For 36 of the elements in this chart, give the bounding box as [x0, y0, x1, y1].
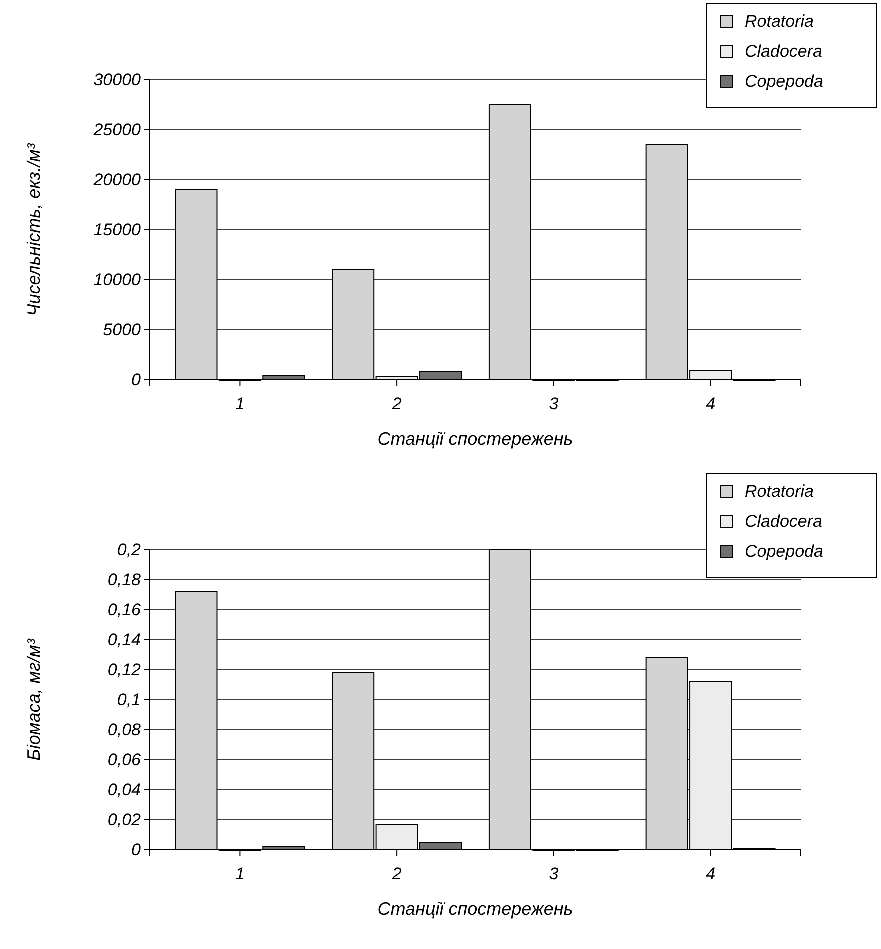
y-tick-label: 0: [132, 840, 142, 860]
legend-label: Rotatoria: [745, 482, 814, 501]
y-tick-label: 20000: [92, 170, 142, 190]
x-tick-label: 2: [391, 864, 402, 884]
y-tick-label: 0,02: [108, 810, 142, 830]
y-tick-label: 0,16: [108, 600, 142, 620]
x-axis-title: Станції спостережень: [378, 899, 574, 919]
legend-label: Copepoda: [745, 72, 824, 91]
legend-label: Rotatoria: [745, 12, 814, 31]
y-tick-label: 0: [132, 370, 142, 390]
y-tick-label: 0,04: [108, 780, 141, 800]
x-tick-label: 4: [706, 864, 716, 884]
y-tick-label: 0,12: [108, 660, 142, 680]
legend-label: Cladocera: [745, 512, 822, 531]
legend-label: Copepoda: [745, 542, 824, 561]
y-tick-label: 15000: [94, 220, 142, 240]
legend-label: Cladocera: [745, 42, 822, 61]
y-tick-label: 0,08: [108, 720, 142, 740]
x-tick-label: 4: [706, 394, 716, 414]
y-tick-label: 5000: [103, 320, 142, 340]
y-tick-label: 0,2: [117, 540, 142, 560]
x-tick-label: 3: [549, 394, 560, 414]
y-axis-title: Чисельність, екз./м³: [24, 142, 44, 316]
y-tick-label: 25000: [92, 120, 142, 140]
y-tick-label: 10000: [94, 270, 142, 290]
x-tick-label: 1: [235, 394, 245, 414]
y-tick-label: 0,06: [108, 750, 142, 770]
x-tick-label: 2: [391, 394, 402, 414]
x-axis-title: Станції спостережень: [378, 429, 574, 449]
y-tick-label: 30000: [94, 70, 142, 90]
x-tick-label: 3: [549, 864, 560, 884]
y-axis-title: Біомаса, мг/м³: [24, 638, 44, 761]
y-tick-label: 0,1: [117, 690, 141, 710]
x-tick-label: 1: [235, 864, 245, 884]
y-tick-label: 0,18: [108, 570, 142, 590]
y-tick-label: 0,14: [108, 630, 141, 650]
